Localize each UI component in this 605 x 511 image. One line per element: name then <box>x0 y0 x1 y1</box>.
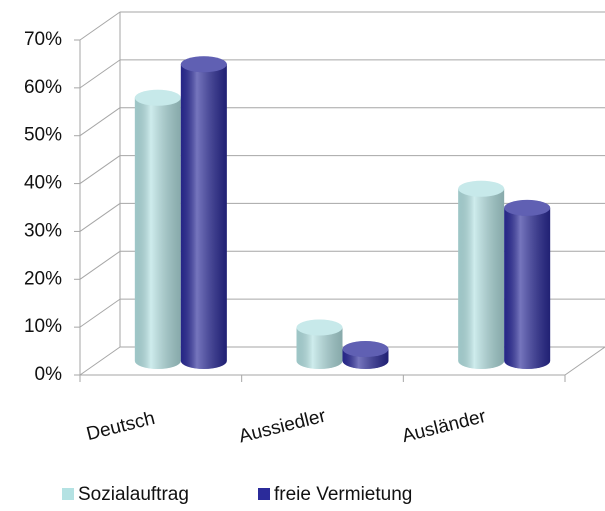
bar-shade <box>458 188 505 369</box>
bar-top <box>458 180 505 197</box>
bar-top-shine <box>504 199 551 216</box>
bar-top-shine <box>134 89 181 106</box>
grid-line <box>79 346 121 376</box>
grid-line <box>79 107 121 137</box>
y-tick-label: 20% <box>24 268 62 289</box>
y-tick-label: 60% <box>24 77 62 98</box>
legend-label: Sozialauftrag <box>78 484 189 505</box>
grid-line <box>79 250 121 280</box>
y-tick-label: 40% <box>24 173 62 194</box>
grid-line <box>79 203 121 232</box>
bar-shade <box>504 207 551 370</box>
bar-shade <box>134 97 181 370</box>
bar-top-shine <box>458 180 505 197</box>
y-tick-label: 70% <box>24 29 62 50</box>
y-tick-label: 50% <box>24 125 62 146</box>
x-tick-label: Ausländer <box>400 406 489 447</box>
x-tick-label: Deutsch <box>84 408 157 445</box>
y-tick-label: 30% <box>24 220 62 241</box>
grid-line <box>79 155 121 184</box>
legend-swatch <box>62 488 74 500</box>
bar-top-shine <box>342 341 389 358</box>
bar-shade <box>296 327 343 369</box>
grid-line <box>79 59 121 89</box>
bar-top <box>342 341 389 358</box>
bar-top <box>296 319 343 336</box>
bar-top-shine <box>180 56 227 73</box>
grid-line <box>79 298 121 328</box>
y-tick-label: 10% <box>24 316 62 337</box>
bar-shade <box>180 64 227 370</box>
legend-label: freie Vermietung <box>274 484 412 505</box>
bar-top-shine <box>296 319 343 336</box>
x-tick-label: Aussiedler <box>237 405 329 447</box>
grid-line <box>79 11 121 41</box>
bar-top <box>134 89 181 106</box>
y-tick-label: 0% <box>35 364 63 385</box>
bar-top <box>504 199 551 216</box>
floor-right <box>564 346 605 376</box>
bar-top <box>180 56 227 73</box>
legend-swatch <box>258 488 270 500</box>
